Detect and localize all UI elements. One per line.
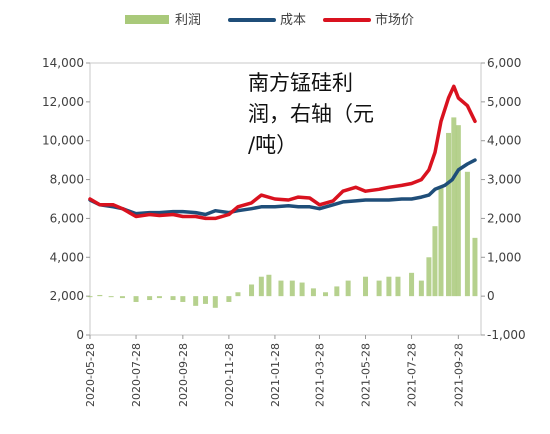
x-axis-tick-label: 2020-09-28: [177, 343, 190, 407]
legend-item: 成本: [228, 13, 306, 28]
right-axis-tick-label: 0: [487, 289, 495, 303]
x-axis-tick-label: 2021-05-28: [360, 343, 373, 407]
left-axis-tick-label: 6,000: [50, 211, 84, 225]
profit-bar: [147, 296, 153, 301]
profit-bar: [386, 276, 392, 297]
left-axis-tick-label: 14,000: [42, 56, 84, 70]
profit-bar: [426, 257, 432, 297]
x-axis-tick-label: 2021-03-28: [313, 343, 326, 407]
left-axis-tick-label: 12,000: [42, 95, 84, 109]
cost-line: [88, 158, 477, 217]
profit-bar: [299, 282, 305, 297]
profit-bar: [266, 274, 272, 297]
profit-bar: [170, 296, 176, 301]
x-axis-tick-label: 2021-01-28: [269, 343, 282, 407]
legend-label: 成本: [280, 13, 306, 28]
profit-bar: [87, 296, 93, 298]
profit-bar: [310, 288, 316, 297]
profit-bar: [472, 237, 478, 297]
chart-title-line: /吨）: [248, 133, 297, 157]
profit-bar: [108, 296, 114, 298]
profit-bar: [193, 296, 199, 306]
profit-bars: [87, 117, 478, 308]
left-axis-tick-label: 4,000: [50, 250, 84, 264]
x-axis-tick-label: 2020-05-28: [84, 343, 97, 407]
profit-bar: [376, 280, 382, 297]
right-axis-tick-label: 1,000: [487, 250, 521, 264]
profit-bar: [395, 276, 401, 297]
profit-bar: [258, 276, 264, 297]
x-axis-tick-label: 2020-07-28: [130, 343, 143, 407]
right-axis-tick-label: 3,000: [487, 173, 521, 187]
profit-bar: [202, 296, 208, 304]
right-axis-tick-label: 5,000: [487, 95, 521, 109]
profit-bar: [334, 286, 340, 297]
profit-bar: [345, 280, 351, 297]
right-axis-tick-label: 2,000: [487, 211, 521, 225]
right-axis-tick-label: 4,000: [487, 134, 521, 148]
profit-bar: [212, 296, 218, 308]
left-axis-tick-label: 0: [76, 328, 84, 342]
profit-bar: [432, 226, 438, 297]
profit-bar: [323, 292, 329, 297]
legend-label: 市场价: [375, 12, 414, 28]
profit-bar: [180, 296, 186, 302]
price-line: [88, 84, 477, 221]
profit-bar: [278, 280, 284, 297]
left-axis-tick-label: 10,000: [42, 134, 84, 148]
legend-label: 利润: [175, 13, 201, 28]
profit-bar: [409, 272, 415, 297]
profit-bar: [289, 280, 295, 297]
profit-bar: [451, 117, 457, 297]
profit-bar: [133, 296, 139, 302]
legend-swatch: [125, 15, 169, 24]
right-axis-tick-label: -1,000: [487, 328, 526, 342]
profit-bar: [226, 296, 232, 302]
profit-bar: [97, 294, 103, 297]
profit-bar: [455, 125, 461, 297]
chart-title-line: 润，右轴（元: [248, 102, 374, 126]
x-axis-tick-label: 2021-07-28: [406, 343, 419, 407]
profit-bar: [446, 132, 452, 297]
x-axis-tick-label: 2021-09-28: [452, 343, 465, 407]
profit-bar: [156, 296, 162, 299]
left-axis-tick-label: 8,000: [50, 173, 84, 187]
profit-bar: [119, 296, 125, 299]
legend-item: 利润: [125, 13, 201, 28]
profit-bar: [464, 171, 470, 297]
chart-title-line: 南方锰硅利: [248, 71, 353, 95]
profit-bar: [418, 280, 424, 297]
profit-bar: [249, 284, 255, 297]
legend-item: 市场价: [323, 12, 414, 28]
profit-bar: [438, 187, 444, 297]
profit-bar: [235, 292, 241, 297]
right-axis-tick-label: 6,000: [487, 56, 521, 70]
left-axis-tick-label: 2,000: [50, 289, 84, 303]
profit-bar: [363, 276, 369, 297]
x-axis-tick-label: 2020-11-28: [223, 343, 236, 407]
